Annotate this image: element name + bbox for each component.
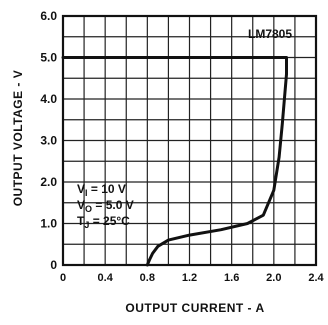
y-tick-label: 2.0 [40,175,57,189]
series-line-lm7805 [61,56,288,267]
x-tick-label: 0.4 [98,272,114,284]
y-tick-label: 4.0 [40,92,57,106]
condition-text: TJ = 25°C [77,214,130,230]
condition-text: VI = 10 V [77,182,126,198]
test-conditions: VI = 10 VVO = 5.0 VTJ = 25°C [77,182,134,230]
y-tick-label: 6.0 [40,9,57,23]
tick-layer: 0 0.4 0.8 1.2 1.6 2.0 2.4 0 1.0 2.0 3.0 4.0 5.0 6.0 [40,9,324,284]
condition-text: VO = 5.0 V [77,198,134,214]
series-label-lm7805: LM7805 [248,27,292,41]
x-axis-title: OUTPUT CURRENT - A [125,301,264,315]
plot-frame [61,14,318,267]
x-tick-label: 1.6 [224,272,239,284]
y-tick-label: 3.0 [40,134,57,148]
x-tick-label: 0.8 [140,272,155,284]
x-tick-label: 1.2 [182,272,197,284]
x-tick-label: 2.0 [266,272,281,284]
y-tick-label: 1.0 [40,217,57,231]
x-tick-label: 0 [60,272,66,284]
frame-layer [61,14,318,267]
x-tick-label: 2.4 [308,272,324,284]
y-axis-title: OUTPUT VOLTAGE - V [11,70,25,207]
y-tick-label: 5.0 [40,51,57,65]
y-tick-label: 0 [50,258,57,272]
series-layer [61,56,288,267]
